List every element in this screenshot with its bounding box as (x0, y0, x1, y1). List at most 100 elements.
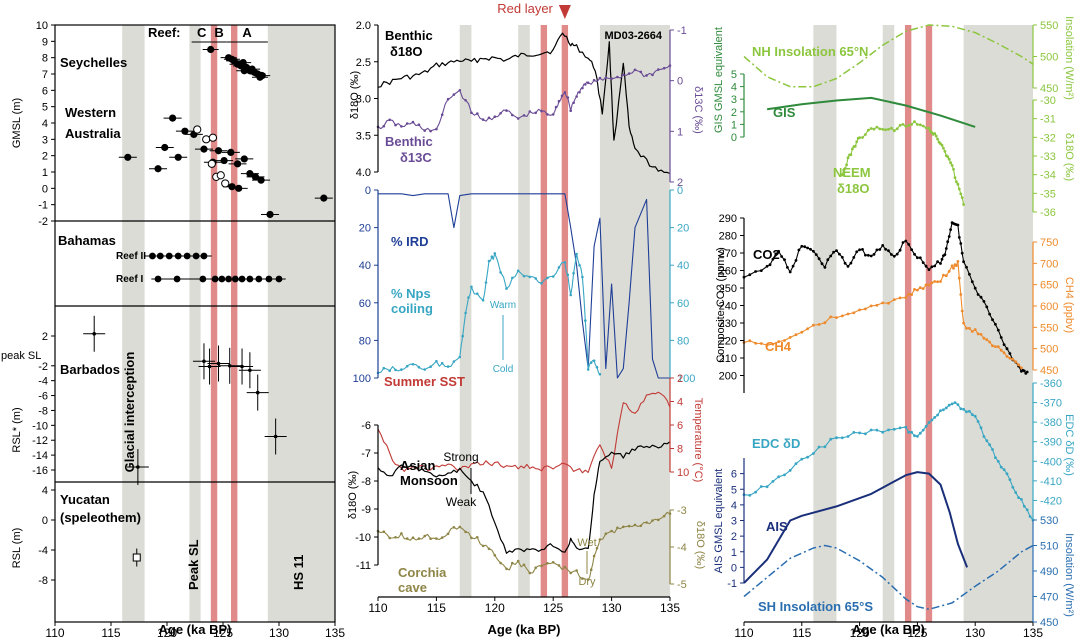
series-1-point (560, 94, 564, 98)
series-c-5-point (947, 403, 951, 407)
series-c-3-point (754, 270, 757, 273)
series-c-3-point (959, 242, 963, 245)
y-tick-label: 210 (719, 353, 737, 365)
y-tick-label: -400 (1040, 456, 1062, 468)
series-c-3-point (829, 254, 833, 258)
series-c-5-point (892, 427, 896, 431)
series-c-4-point (846, 312, 850, 316)
series-label: δ18O (390, 44, 422, 59)
y-tick-label: 0 (731, 562, 737, 574)
series-6-point (458, 525, 462, 529)
y-tick-label: -31 (1040, 114, 1056, 126)
series-c-2-point (953, 176, 957, 180)
x-tick-label: 120 (157, 626, 177, 638)
series-c-3-point (823, 266, 827, 269)
series-3-point (452, 360, 456, 363)
series-c-4-point (936, 280, 939, 284)
y-tick-label: -16 (32, 465, 48, 477)
series-1-point (581, 86, 584, 90)
bahamas-reef1-point (265, 275, 273, 283)
series-1-point (540, 109, 543, 113)
series-label: Monsoon (400, 473, 458, 488)
wa-point (200, 145, 208, 153)
series-c-3-point (814, 253, 818, 256)
y-axis-label: δ18O (‰) (694, 521, 706, 569)
y-tick-label: -360 (1040, 378, 1062, 390)
series-c-3-point (973, 286, 977, 290)
series-c-3-point (852, 256, 856, 259)
series-c-4-point (924, 283, 928, 287)
series-c-4-point (858, 308, 861, 312)
series-c-2-point (943, 150, 947, 153)
series-3-point (470, 285, 473, 289)
series-c-5-point (927, 421, 931, 424)
series-c-line-6 (743, 471, 969, 584)
series-c-2-point (869, 127, 873, 130)
series-1-point (622, 73, 625, 77)
series-c-5-point (933, 416, 937, 419)
series-c-4-point (991, 344, 994, 348)
series-c-3-point (803, 245, 807, 249)
bahamas-reef2-point (149, 252, 156, 260)
series-c-5-point (777, 475, 781, 479)
seychelles-point (207, 45, 215, 54)
series-label: CO2 (753, 247, 780, 262)
series-1-point (546, 113, 549, 116)
series-6-point (662, 514, 666, 518)
series-c-4-point (921, 287, 925, 290)
series-c-2-point (947, 157, 951, 161)
series-c-3-point (846, 265, 850, 268)
series-c-4-point (913, 288, 916, 291)
y-tick-label: -4 (38, 545, 48, 557)
bahamas-reef2-point (183, 252, 191, 260)
series-label: Australia (65, 126, 121, 141)
series-3-point (540, 282, 543, 285)
series-c-4-point (973, 328, 977, 331)
series-c-4-point (927, 283, 931, 287)
series-1-point (604, 76, 608, 79)
series-c-5-point (1017, 496, 1020, 499)
x-tick-label: 135 (325, 626, 345, 638)
series-label: cave (398, 580, 427, 595)
series-c-5-point (1008, 478, 1012, 481)
y-tick-label: 6 (731, 469, 737, 481)
series-c-5-point (812, 452, 815, 455)
series-6-point (586, 578, 590, 581)
series-c-5-point (939, 409, 942, 412)
red-band (231, 25, 238, 622)
wa-point (169, 114, 177, 122)
y-tick-label: 100 (677, 373, 695, 385)
series-c-2-point (851, 147, 854, 151)
y-tick-label: 80 (359, 335, 371, 347)
series-1-point (458, 89, 462, 92)
y-tick-label: 8 (42, 53, 48, 65)
y-tick-label: 3 (731, 516, 737, 528)
series-c-4-point (982, 336, 986, 340)
series-c-4-point (960, 309, 964, 313)
bahamas-reef2-point (192, 252, 200, 260)
series-c-3-point (788, 270, 792, 274)
series-3-point (423, 368, 427, 371)
x-tick-label: 125 (907, 626, 927, 638)
series-c-2-point (892, 129, 896, 133)
series-c-3-point (794, 259, 798, 262)
series-c-2-point (950, 164, 954, 167)
series-c-2-point (884, 128, 887, 132)
series-c-4-point (918, 286, 922, 290)
bahamas-reef1-point (173, 275, 181, 283)
series-c-2-point (872, 127, 876, 131)
series-c-3-point (840, 255, 844, 259)
y-tick-label: 1 (42, 167, 48, 179)
series-c-3-point (855, 250, 859, 254)
series-c-4-point (933, 280, 937, 283)
series-c-5-point (973, 414, 977, 418)
y-tick-label: 750 (1040, 237, 1058, 249)
series-c-4-point (794, 333, 798, 337)
series-c-2-point (959, 192, 963, 196)
series-c-4-point (1008, 356, 1012, 360)
series-c-2-point (918, 123, 922, 127)
series-c-5-point (1005, 472, 1009, 476)
y-tick-label: -9 (361, 504, 371, 516)
series-3-point (578, 264, 581, 267)
y-tick-label: 10 (677, 467, 689, 479)
